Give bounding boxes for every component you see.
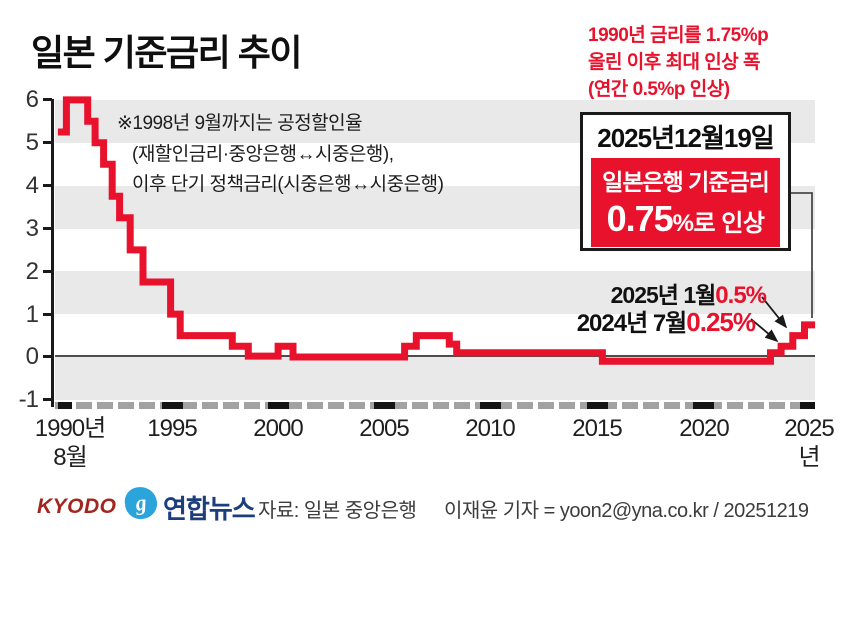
x-tick-2015 xyxy=(587,402,608,409)
y-label-2: 2 xyxy=(25,258,39,285)
yonhap-logo-text: 연합뉴스 xyxy=(163,494,256,524)
x-tick-2005 xyxy=(374,402,395,409)
methodology-note-line1: ※1998년 9월까지는 공정할인율 xyxy=(117,113,363,134)
x-tick-2010 xyxy=(480,402,501,409)
reporter-credit: 이재윤 기자 = yoon2@yna.co.kr / 20251219 xyxy=(444,500,809,522)
methodology-note: ※1998년 9월까지는 공정할인율 (재할인금리·중앙은행↔시중은행), 이후… xyxy=(117,109,444,201)
x-tick-2020 xyxy=(693,402,714,409)
y-tick-2 xyxy=(43,270,52,273)
x-axis-dashed-line xyxy=(55,402,815,409)
zero-baseline xyxy=(55,355,815,357)
x-label-1990-month: 8월 xyxy=(53,444,87,471)
decision-label: 일본은행 기준금리 xyxy=(602,169,770,195)
decision-date: 2025년12월19일 xyxy=(597,123,774,153)
y-label-0: 0 xyxy=(25,343,39,370)
y-tick-1 xyxy=(43,313,52,316)
y-label-6: 6 xyxy=(25,86,39,113)
x-tick-1990 xyxy=(58,402,72,409)
annotation-2024-jul-value: 0.25% xyxy=(686,307,756,337)
x-tick-2000 xyxy=(268,402,289,409)
rate-hike-note-line3: (연간 0.5%p 인상) xyxy=(588,79,730,100)
decision-red-box: 일본은행 기준금리 0.75%로 인상 xyxy=(591,158,780,247)
x-tick-2025 xyxy=(800,402,815,409)
x-label-2005: 2005 xyxy=(359,415,409,442)
y-label-3: 3 xyxy=(25,215,39,242)
x-label-2000: 2000 xyxy=(253,415,303,442)
y-label-5: 5 xyxy=(25,129,39,156)
x-label-1990: 1990년 8월 xyxy=(34,414,106,472)
y-label-neg1: -1 xyxy=(18,386,39,413)
y-label-1: 1 xyxy=(25,301,39,328)
x-label-2010: 2010 xyxy=(465,415,515,442)
annotation-2024-jul-label: 2024년 7월 xyxy=(576,310,688,337)
rate-hike-note-line2: 올린 이후 최대 인상 폭 xyxy=(588,52,760,73)
y-tick-neg1 xyxy=(43,398,52,401)
y-tick-6 xyxy=(43,98,52,101)
x-label-2025: 2025년 xyxy=(784,415,834,471)
yonhap-logo-glyph: g xyxy=(133,489,149,516)
x-label-1990-year: 1990년 xyxy=(34,415,106,442)
decision-suffix: %로 인상 xyxy=(672,210,765,237)
annotation-2024-jul: 2024년 7월0.25% xyxy=(576,303,756,338)
y-axis-line xyxy=(51,99,54,407)
methodology-note-line2: (재할인금리·중앙은행↔시중은행), xyxy=(132,143,394,165)
kyodo-logo: KYODO xyxy=(37,495,117,518)
rate-hike-note-line1: 1990년 금리를 1.75%p xyxy=(588,25,769,46)
page-title: 일본 기준금리 추이 xyxy=(31,32,302,73)
x-label-1995: 1995 xyxy=(147,415,197,442)
y-label-4: 4 xyxy=(25,172,39,199)
rate-hike-note: 1990년 금리를 1.75%p 올린 이후 최대 인상 폭 (연간 0.5%p… xyxy=(588,22,769,103)
rate-decision-callout: 2025년12월19일 일본은행 기준금리 0.75%로 인상 xyxy=(580,112,791,251)
methodology-note-line3: 이후 단기 정책금리(시중은행↔시중은행) xyxy=(132,174,444,195)
y-tick-5 xyxy=(43,141,52,144)
decision-value-line: 0.75%로 인상 xyxy=(593,198,778,240)
data-source: 자료: 일본 중앙은행 xyxy=(258,500,417,522)
yonhap-logo-icon: g xyxy=(122,484,160,522)
y-tick-0 xyxy=(43,355,52,358)
x-tick-1995 xyxy=(162,402,183,409)
x-label-2015: 2015 xyxy=(572,415,622,442)
y-tick-4 xyxy=(43,184,52,187)
decision-value: 0.75 xyxy=(606,198,674,239)
y-tick-3 xyxy=(43,227,52,230)
grid-band-neg1-0 xyxy=(55,357,815,400)
x-label-2020: 2020 xyxy=(679,415,729,442)
